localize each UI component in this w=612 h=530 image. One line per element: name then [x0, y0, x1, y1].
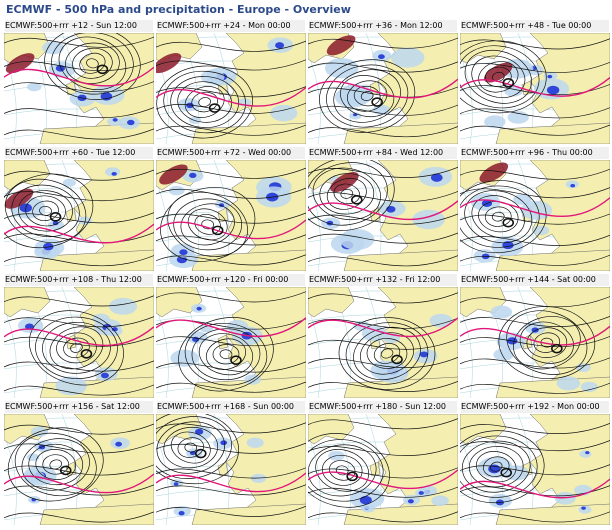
panel-title: ECMWF:500+rrr +96 - Thu 00:00: [461, 147, 609, 159]
panel-title: ECMWF:500+rrr +144 - Sat 00:00: [461, 274, 609, 286]
weather-map-svg: [460, 160, 610, 271]
map-panel[interactable]: ECMWF:500+rrr +96 - Thu 00:00: [460, 146, 610, 271]
map-panel[interactable]: ECMWF:500+rrr +84 - Wed 12:00: [308, 146, 458, 271]
forecast-map-image[interactable]: [308, 287, 458, 398]
map-panel[interactable]: ECMWF:500+rrr +72 - Wed 00:00: [156, 146, 306, 271]
weather-map-svg: [156, 33, 306, 144]
weather-map-svg: [4, 414, 154, 525]
map-panel[interactable]: ECMWF:500+rrr +120 - Fri 00:00: [156, 273, 306, 398]
forecast-map-image[interactable]: [460, 414, 610, 525]
weather-map-svg: [4, 287, 154, 398]
map-panel[interactable]: ECMWF:500+rrr +36 - Mon 12:00: [308, 19, 458, 144]
map-panel-grid: ECMWF:500+rrr +12 - Sun 12:00 ECMWF:500+…: [4, 19, 610, 527]
panel-title: ECMWF:500+rrr +12 - Sun 12:00: [5, 20, 153, 32]
forecast-map-image[interactable]: [460, 160, 610, 271]
map-panel[interactable]: ECMWF:500+rrr +156 - Sat 12:00: [4, 400, 154, 525]
panel-title: ECMWF:500+rrr +132 - Fri 12:00: [309, 274, 457, 286]
weather-map-svg: [308, 160, 458, 271]
panel-title: ECMWF:500+rrr +24 - Mon 00:00: [157, 20, 305, 32]
map-panel[interactable]: ECMWF:500+rrr +24 - Mon 00:00: [156, 19, 306, 144]
forecast-map-image[interactable]: [308, 160, 458, 271]
weather-map-svg: [308, 33, 458, 144]
panel-title: ECMWF:500+rrr +72 - Wed 00:00: [157, 147, 305, 159]
weather-map-svg: [308, 414, 458, 525]
weather-map-svg: [460, 33, 610, 144]
map-panel[interactable]: ECMWF:500+rrr +60 - Tue 12:00: [4, 146, 154, 271]
map-panel[interactable]: ECMWF:500+rrr +108 - Thu 12:00: [4, 273, 154, 398]
page-title: ECMWF - 500 hPa and precipitation - Euro…: [6, 3, 351, 16]
forecast-map-image[interactable]: [156, 287, 306, 398]
forecast-map-image[interactable]: [4, 33, 154, 144]
forecast-map-image[interactable]: [156, 414, 306, 525]
map-panel[interactable]: ECMWF:500+rrr +132 - Fri 12:00: [308, 273, 458, 398]
panel-title: ECMWF:500+rrr +120 - Fri 00:00: [157, 274, 305, 286]
panel-title: ECMWF:500+rrr +84 - Wed 12:00: [309, 147, 457, 159]
panel-title: ECMWF:500+rrr +48 - Tue 00:00: [461, 20, 609, 32]
forecast-map-image[interactable]: [460, 33, 610, 144]
weather-map-svg: [156, 414, 306, 525]
forecast-map-image[interactable]: [460, 287, 610, 398]
panel-title: ECMWF:500+rrr +156 - Sat 12:00: [5, 401, 153, 413]
panel-title: ECMWF:500+rrr +60 - Tue 12:00: [5, 147, 153, 159]
map-panel[interactable]: ECMWF:500+rrr +144 - Sat 00:00: [460, 273, 610, 398]
weather-map-svg: [156, 287, 306, 398]
weather-map-svg: [308, 287, 458, 398]
panel-title: ECMWF:500+rrr +168 - Sun 00:00: [157, 401, 305, 413]
panel-title: ECMWF:500+rrr +180 - Sun 12:00: [309, 401, 457, 413]
map-panel[interactable]: ECMWF:500+rrr +48 - Tue 00:00: [460, 19, 610, 144]
forecast-map-image[interactable]: [156, 160, 306, 271]
weather-map-svg: [460, 414, 610, 525]
map-panel[interactable]: ECMWF:500+rrr +12 - Sun 12:00: [4, 19, 154, 144]
panel-title: ECMWF:500+rrr +192 - Mon 00:00: [461, 401, 609, 413]
weather-map-svg: [460, 287, 610, 398]
weather-map-svg: [4, 160, 154, 271]
weather-map-svg: [4, 33, 154, 144]
map-panel[interactable]: ECMWF:500+rrr +168 - Sun 00:00: [156, 400, 306, 525]
forecast-map-image[interactable]: [156, 33, 306, 144]
forecast-map-image[interactable]: [308, 414, 458, 525]
forecast-map-image[interactable]: [308, 33, 458, 144]
forecast-map-image[interactable]: [4, 287, 154, 398]
weather-map-svg: [156, 160, 306, 271]
panel-title: ECMWF:500+rrr +36 - Mon 12:00: [309, 20, 457, 32]
map-panel[interactable]: ECMWF:500+rrr +180 - Sun 12:00: [308, 400, 458, 525]
map-panel[interactable]: ECMWF:500+rrr +192 - Mon 00:00: [460, 400, 610, 525]
forecast-map-image[interactable]: [4, 414, 154, 525]
forecast-map-image[interactable]: [4, 160, 154, 271]
panel-title: ECMWF:500+rrr +108 - Thu 12:00: [5, 274, 153, 286]
